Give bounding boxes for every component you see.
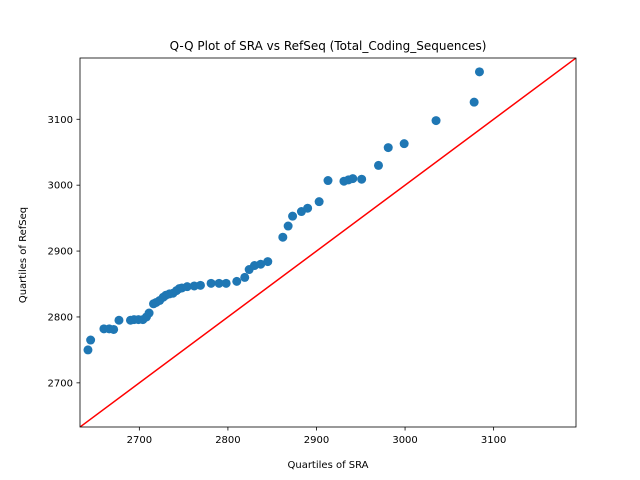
data-point bbox=[303, 203, 313, 213]
x-tick-label: 2800 bbox=[215, 435, 240, 446]
plot-frame bbox=[79, 57, 577, 428]
data-point bbox=[214, 278, 224, 288]
data-point bbox=[240, 272, 250, 282]
data-point bbox=[288, 211, 298, 221]
y-tick-label: 3000 bbox=[48, 181, 73, 192]
y-tick-label: 2700 bbox=[48, 378, 73, 389]
data-point bbox=[195, 280, 205, 290]
data-point bbox=[263, 257, 273, 267]
data-point bbox=[399, 139, 409, 149]
data-point bbox=[83, 345, 93, 355]
data-point bbox=[469, 97, 479, 107]
x-tick-label: 3000 bbox=[392, 435, 417, 446]
data-point bbox=[221, 278, 231, 288]
data-point bbox=[144, 308, 154, 318]
data-point bbox=[383, 143, 393, 153]
data-point bbox=[348, 174, 358, 184]
y-tick-label: 2900 bbox=[48, 247, 73, 258]
y-tick-label: 2800 bbox=[48, 312, 73, 323]
data-point bbox=[114, 315, 124, 325]
x-tick-label: 2700 bbox=[127, 435, 152, 446]
axes: 2700 2800 2900 3000 3100 2700 2800 2900 3000 3100 bbox=[48, 57, 577, 446]
x-tick-label: 3100 bbox=[481, 435, 506, 446]
x-tick-label: 2900 bbox=[304, 435, 329, 446]
data-point bbox=[314, 197, 324, 207]
data-point bbox=[357, 174, 367, 184]
data-point bbox=[182, 282, 192, 292]
data-point bbox=[86, 335, 96, 345]
plot-area bbox=[80, 58, 576, 427]
data-point bbox=[474, 67, 484, 77]
y-tick-label: 3100 bbox=[48, 115, 73, 126]
data-point bbox=[373, 160, 383, 170]
data-point bbox=[232, 276, 242, 286]
data-point bbox=[206, 278, 216, 288]
data-point bbox=[431, 116, 441, 126]
data-point bbox=[109, 324, 119, 334]
data-point bbox=[283, 221, 293, 231]
data-point bbox=[256, 259, 266, 269]
reference-line bbox=[80, 58, 576, 427]
chart-title: Q-Q Plot of SRA vs RefSeq (Total_Coding_… bbox=[170, 39, 487, 53]
data-point bbox=[278, 232, 288, 242]
y-axis-label: Quartiles of RefSeq bbox=[18, 207, 29, 303]
x-axis-label: Quartiles of SRA bbox=[287, 460, 368, 471]
data-point bbox=[323, 176, 333, 186]
